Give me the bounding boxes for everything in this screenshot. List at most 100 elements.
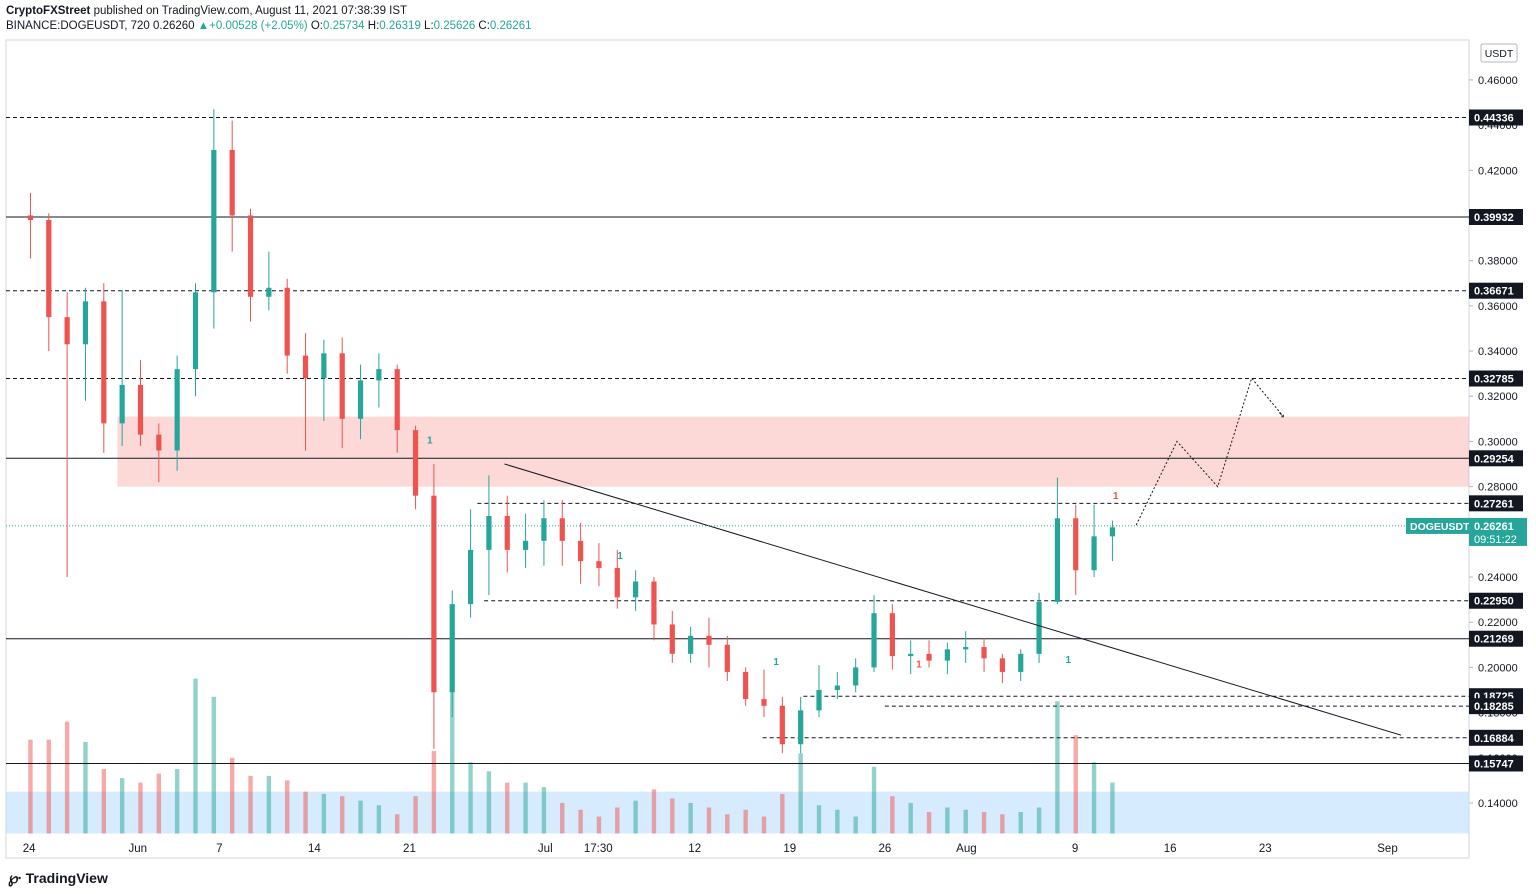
- candle-body: [486, 516, 492, 550]
- price-tick-label: 0.30000: [1478, 436, 1518, 448]
- candle-body: [137, 384, 144, 435]
- time-tick-label: 23: [1259, 843, 1272, 855]
- volume-bar: [64, 721, 70, 834]
- volume-zone: [6, 791, 1469, 834]
- current-price-box: [1469, 517, 1527, 546]
- candle-body: [357, 380, 364, 419]
- price-tick-label: 0.46000: [1478, 75, 1518, 87]
- candle-body: [27, 215, 34, 220]
- candle-body: [559, 518, 565, 541]
- level-label-box: [1469, 729, 1523, 746]
- candle-body: [431, 495, 437, 693]
- low-label: L:: [424, 20, 434, 32]
- volume-bar: [395, 814, 400, 834]
- supply-zone: [117, 416, 1470, 487]
- candle-body: [284, 287, 290, 356]
- candle-body: [669, 624, 675, 654]
- current-price-label: 0.26261: [1474, 521, 1514, 533]
- time-tick-label: 24: [23, 843, 36, 855]
- candle-body: [192, 292, 199, 370]
- volume-bar: [761, 816, 767, 834]
- volume-bar: [1036, 807, 1042, 834]
- candle-body: [1073, 518, 1079, 571]
- price-tick-label: 0.34000: [1478, 346, 1518, 358]
- volume-bar: [505, 782, 510, 834]
- volume-bar: [541, 787, 547, 834]
- close-value: 0.26261: [489, 20, 532, 32]
- volume-bar: [486, 771, 492, 834]
- volume-bar: [523, 782, 528, 834]
- volume-bar: [413, 796, 418, 834]
- level-label: 0.27261: [1474, 498, 1514, 510]
- low-value: 0.25626: [433, 20, 476, 32]
- volume-bar: [596, 816, 602, 834]
- volume-bar: [560, 802, 565, 834]
- current-symbol-label: DOGEUSDT: [1410, 521, 1470, 533]
- volume-bar: [670, 798, 675, 834]
- volume-bar: [1073, 735, 1078, 834]
- current-symbol-box: [1406, 517, 1469, 534]
- candle-body: [981, 647, 987, 659]
- level-label: 0.22950: [1474, 596, 1514, 608]
- candle-body: [688, 635, 694, 654]
- level-label-box: [1469, 450, 1523, 467]
- candle-body: [779, 705, 785, 745]
- signal-marker: 1: [1113, 491, 1119, 502]
- volume-bar: [101, 769, 107, 834]
- level-label-box: [1469, 109, 1523, 126]
- time-tick-label: Sep: [1377, 843, 1397, 855]
- volume-bar: [1110, 782, 1115, 834]
- volume-bar: [688, 802, 693, 834]
- candle-body: [871, 613, 877, 668]
- candle-body: [1018, 653, 1024, 672]
- close-label: C:: [478, 20, 490, 32]
- logo-text: TradingView: [25, 870, 108, 886]
- candle-body: [651, 581, 657, 625]
- time-tick-label: 7: [216, 843, 222, 855]
- volume-bar: [908, 802, 913, 834]
- volume-bar: [156, 773, 162, 834]
- volume-bar: [1018, 812, 1023, 834]
- candle-body: [853, 667, 859, 686]
- level-label-box: [1469, 282, 1523, 299]
- candle-body: [798, 710, 804, 745]
- projection-arrow-icon: ↘: [1278, 409, 1286, 419]
- candle-body: [578, 540, 584, 562]
- candle-body: [46, 219, 52, 318]
- tradingview-logo[interactable]: ℘∙ TradingView: [8, 869, 108, 887]
- level-label: 0.36671: [1474, 286, 1514, 298]
- signal-marker: 1: [1065, 655, 1071, 666]
- candle-body: [834, 685, 840, 690]
- open-value: 0.25734: [322, 20, 365, 32]
- volume-bar: [211, 696, 217, 834]
- open-label: O:: [310, 20, 323, 32]
- volume-bar: [651, 789, 657, 834]
- signal-marker: 1: [427, 436, 433, 447]
- volume-bar: [981, 812, 987, 834]
- volume-bar: [1055, 701, 1060, 834]
- candle-body: [1091, 536, 1097, 571]
- candle-body: [101, 301, 107, 424]
- candle-body: [64, 317, 70, 345]
- time-tick-label: 17:30: [584, 843, 613, 855]
- volume-bar: [835, 809, 840, 834]
- level-label-box: [1469, 495, 1523, 512]
- candle-body: [82, 301, 89, 345]
- last-price: 0.26260: [153, 20, 195, 32]
- candle-body: [174, 369, 180, 451]
- volume-bar: [725, 814, 730, 834]
- candle-body: [614, 567, 620, 598]
- price-tick-label: 0.42000: [1478, 165, 1518, 177]
- candle-body: [339, 353, 345, 419]
- volume-bar: [46, 739, 51, 834]
- volume-bar: [945, 807, 950, 834]
- candle-body: [449, 604, 455, 693]
- level-label: 0.15747: [1474, 759, 1514, 771]
- candle-body: [266, 287, 272, 297]
- symbol-line: BINANCE:DOGEUSDT, 720: [6, 20, 150, 32]
- volume-bar: [963, 809, 968, 834]
- level-label: 0.18285: [1474, 701, 1514, 713]
- time-tick-label: 21: [403, 843, 416, 855]
- projection-path: [1135, 377, 1282, 526]
